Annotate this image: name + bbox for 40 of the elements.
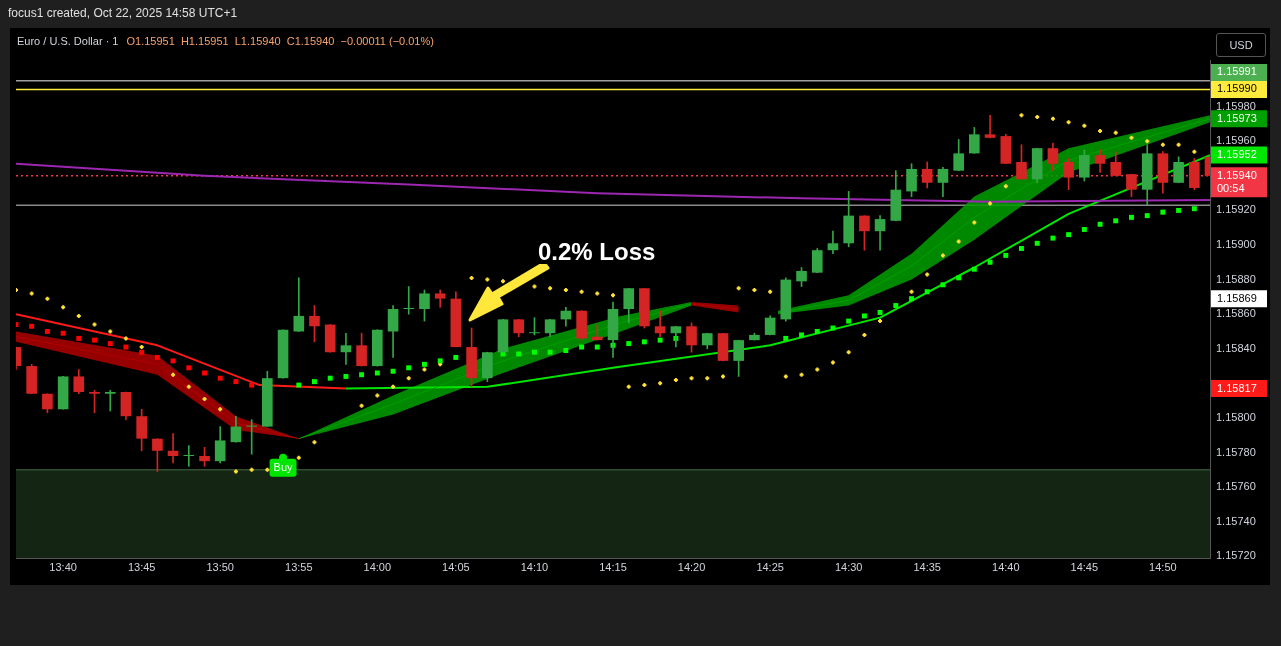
annotation: 0.2% Loss	[538, 238, 656, 266]
y-tick-label: 1.15980	[1216, 99, 1256, 112]
x-tick-label: 14:40	[992, 560, 1020, 573]
y-tick-label: 1.15740	[1216, 514, 1256, 527]
ref-line-label: 1.15940 00:54	[1217, 168, 1257, 194]
x-tick-label: 14:45	[1070, 560, 1099, 573]
x-tick-label: 14:50	[1149, 560, 1177, 573]
text: focus1 created, Oct 22, 2025 14:58 UTC+1	[8, 6, 238, 20]
chart-title: Euro / U.S. Dollar · 1	[17, 35, 119, 47]
y-axis-title: USD	[1216, 33, 1266, 57]
y-tick-label: 1.15720	[1216, 549, 1256, 562]
data-label: 1.15952	[1217, 148, 1257, 161]
data-label: 1.15973	[1217, 111, 1257, 124]
y-tick-label: 1.15800	[1216, 410, 1256, 423]
x-tick-label: 13:55	[285, 560, 313, 573]
x-tick-label: 14:35	[913, 560, 941, 573]
x-tick-label: 14:05	[442, 560, 470, 573]
x-tick-label: 13:45	[127, 560, 156, 573]
x-tick-label: 14:10	[520, 560, 549, 573]
text: 1.15817	[1217, 381, 1257, 394]
y-tick-label: 1.15900	[1216, 238, 1256, 251]
x-tick-label: 13:50	[206, 560, 234, 573]
y-tick-label: 1.15760	[1216, 480, 1256, 493]
ref-line-label: 1.15990	[1217, 82, 1257, 95]
annotation: Buy	[273, 460, 294, 473]
y-tick-label: 1.15880	[1216, 272, 1256, 285]
y-tick-label: 1.15960	[1216, 134, 1256, 147]
text: 1.15869	[1217, 291, 1257, 304]
x-tick-label: 14:25	[756, 560, 784, 573]
text: 1.15991	[1217, 65, 1257, 78]
y-tick-label: 1.15840	[1216, 341, 1256, 354]
x-tick-label: 14:30	[834, 560, 863, 573]
y-tick-label: 1.15780	[1216, 445, 1256, 458]
chart-subtitle: O1.15951 H1.15951 L1.15940 C1.15940 −0.00011 (−0.01%)	[126, 35, 434, 47]
y-tick-label: 1.15860	[1216, 307, 1256, 320]
x-tick-label: 14:15	[599, 560, 627, 573]
x-tick-label: 13:40	[49, 560, 77, 573]
y-tick-label: 1.15920	[1216, 203, 1256, 216]
x-tick-label: 14:20	[677, 560, 706, 573]
x-tick-label: 14:00	[363, 560, 392, 573]
